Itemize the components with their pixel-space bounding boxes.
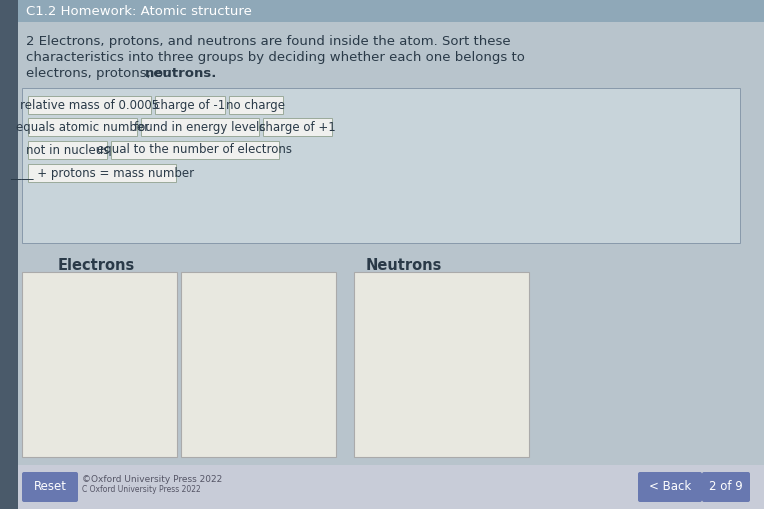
Bar <box>111 141 279 159</box>
Bar <box>28 96 151 114</box>
FancyBboxPatch shape <box>22 472 78 502</box>
Bar <box>155 96 225 114</box>
Bar <box>141 118 259 136</box>
Bar <box>228 96 283 114</box>
Bar <box>18 0 764 22</box>
Bar <box>22 272 177 457</box>
Text: C1.2 Homework: Atomic structure: C1.2 Homework: Atomic structure <box>26 5 252 17</box>
Bar <box>28 118 137 136</box>
Bar <box>28 164 176 182</box>
Text: Neutrons: Neutrons <box>366 258 442 273</box>
Bar <box>18 465 764 509</box>
Text: relative mass of 0.0005: relative mass of 0.0005 <box>20 99 159 111</box>
Text: found in energy levels: found in energy levels <box>134 121 266 133</box>
Bar <box>263 118 332 136</box>
Bar <box>354 272 529 457</box>
Text: Electrons: Electrons <box>58 258 135 273</box>
Text: equals atomic number: equals atomic number <box>16 121 149 133</box>
Bar <box>0 0 18 509</box>
Text: electrons, protons, or: electrons, protons, or <box>26 67 173 80</box>
Bar <box>22 88 740 243</box>
Text: neutrons.: neutrons. <box>144 67 217 80</box>
Text: < Back: < Back <box>649 480 691 494</box>
Text: C Oxford University Press 2022: C Oxford University Press 2022 <box>82 485 201 494</box>
Text: ____ + protons = mass number: ____ + protons = mass number <box>10 166 194 180</box>
FancyBboxPatch shape <box>638 472 702 502</box>
Text: not in nucleus: not in nucleus <box>26 144 109 156</box>
Bar <box>181 272 336 457</box>
Text: 2 Electrons, protons, and neutrons are found inside the atom. Sort these: 2 Electrons, protons, and neutrons are f… <box>26 35 510 48</box>
Text: Reset: Reset <box>34 480 66 494</box>
Text: equal to the number of electrons: equal to the number of electrons <box>97 144 293 156</box>
Text: ©Oxford University Press 2022: ©Oxford University Press 2022 <box>82 475 222 484</box>
Text: charge of +1: charge of +1 <box>259 121 336 133</box>
Text: no charge: no charge <box>226 99 285 111</box>
Bar <box>18 255 764 465</box>
Bar <box>28 141 107 159</box>
Bar <box>18 22 764 472</box>
Text: charge of -1: charge of -1 <box>154 99 225 111</box>
Text: characteristics into three groups by deciding whether each one belongs to: characteristics into three groups by dec… <box>26 51 525 64</box>
Text: 2 of 9: 2 of 9 <box>709 480 743 494</box>
FancyBboxPatch shape <box>702 472 750 502</box>
